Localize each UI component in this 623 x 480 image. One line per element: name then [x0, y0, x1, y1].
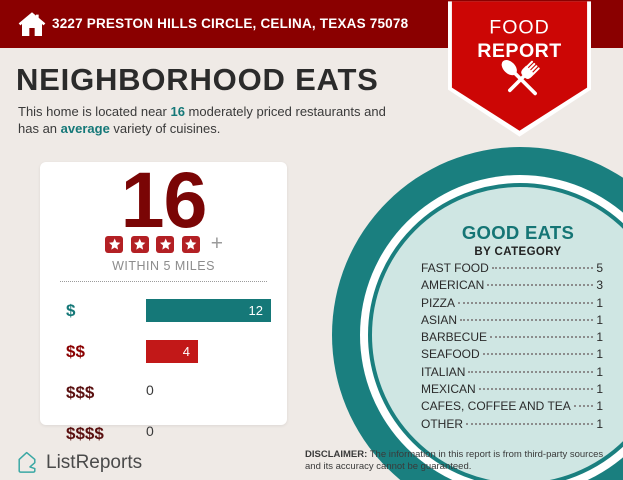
svg-text:FOOD: FOOD	[489, 17, 549, 39]
svg-text:REPORT: REPORT	[477, 40, 562, 62]
